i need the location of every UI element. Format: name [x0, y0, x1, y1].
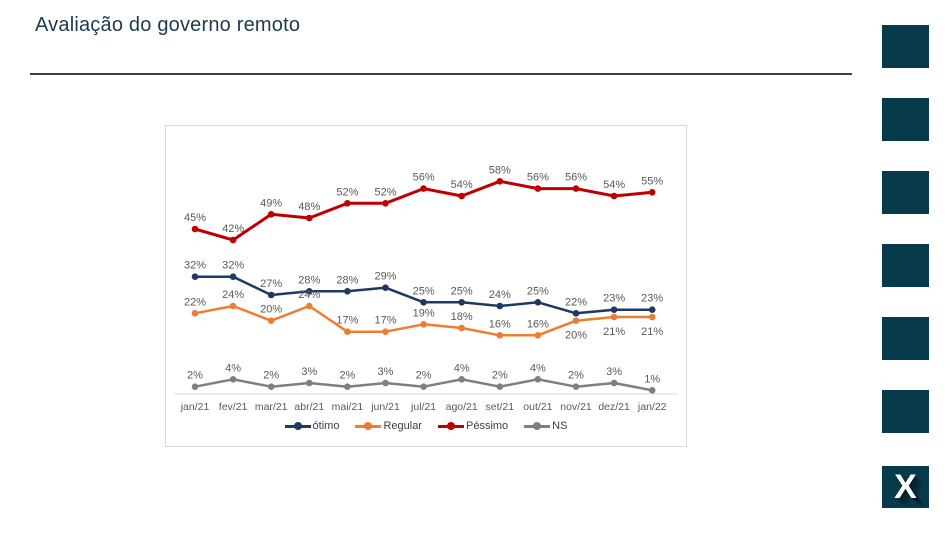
svg-text:25%: 25%	[451, 285, 473, 297]
svg-text:jul/21: jul/21	[410, 401, 436, 413]
line-chart: jan/21 fev/21 mar/21 abr/21 mai/21 jun/21 jul/…	[174, 164, 678, 413]
svg-text:56%: 56%	[527, 172, 549, 184]
decorative-square	[882, 171, 929, 214]
svg-text:25%: 25%	[413, 285, 435, 297]
svg-text:2%: 2%	[492, 370, 508, 382]
svg-text:54%: 54%	[451, 179, 473, 191]
legend-label: ótimo	[312, 420, 340, 432]
legend-item-ns: NS	[524, 420, 567, 432]
svg-text:jan/22: jan/22	[637, 401, 667, 413]
svg-text:4%: 4%	[530, 362, 546, 374]
svg-text:2%: 2%	[339, 370, 355, 382]
svg-text:ago/21: ago/21	[446, 401, 478, 413]
svg-text:18%: 18%	[451, 311, 473, 323]
legend-item-regular: Regular	[355, 420, 422, 432]
svg-text:jan/21: jan/21	[180, 401, 210, 413]
svg-text:21%: 21%	[641, 326, 663, 338]
svg-text:24%: 24%	[298, 289, 320, 301]
legend-label: Regular	[383, 420, 422, 432]
decorative-square	[882, 98, 929, 141]
legend-line-marker-icon	[355, 422, 382, 430]
svg-text:out/21: out/21	[523, 401, 552, 413]
svg-text:20%: 20%	[260, 304, 282, 316]
svg-text:25%: 25%	[527, 285, 549, 297]
svg-text:16%: 16%	[489, 318, 511, 330]
svg-text:24%: 24%	[489, 289, 511, 301]
legend-item-péssimo: Péssimo	[437, 420, 509, 432]
svg-text:2%: 2%	[416, 370, 432, 382]
svg-text:29%: 29%	[374, 271, 396, 283]
svg-text:23%: 23%	[603, 293, 625, 305]
svg-text:24%: 24%	[222, 289, 244, 301]
svg-text:42%: 42%	[222, 223, 244, 235]
svg-text:32%: 32%	[184, 260, 206, 272]
svg-text:22%: 22%	[565, 296, 587, 308]
svg-text:21%: 21%	[603, 326, 625, 338]
svg-text:32%: 32%	[222, 260, 244, 272]
legend-line-marker-icon	[524, 422, 551, 430]
chart-card: jan/21 fev/21 mar/21 abr/21 mai/21 jun/21 jul/…	[165, 125, 687, 447]
legend-label: Péssimo	[465, 420, 509, 432]
svg-text:dez/21: dez/21	[598, 401, 630, 413]
decorative-square	[882, 244, 929, 287]
svg-text:1%: 1%	[644, 373, 660, 385]
svg-text:2%: 2%	[187, 370, 203, 382]
svg-text:3%: 3%	[378, 366, 394, 378]
svg-text:16%: 16%	[527, 318, 549, 330]
decorative-square	[882, 317, 929, 360]
svg-text:abr/21: abr/21	[294, 401, 324, 413]
legend-label: NS	[552, 420, 568, 432]
svg-text:58%: 58%	[489, 164, 511, 176]
decorative-square	[882, 390, 929, 433]
svg-text:17%: 17%	[336, 315, 358, 327]
chart-legend: ótimo Regular Péssimo NS	[166, 420, 686, 432]
svg-text:56%: 56%	[565, 172, 587, 184]
svg-text:mai/21: mai/21	[332, 401, 364, 413]
title-divider	[30, 73, 852, 75]
svg-text:54%: 54%	[603, 179, 625, 191]
brand-logo: X	[882, 466, 929, 508]
legend-item-ótimo: ótimo	[284, 420, 340, 432]
svg-text:2%: 2%	[263, 370, 279, 382]
svg-text:mar/21: mar/21	[255, 401, 288, 413]
decorative-squares	[882, 25, 929, 463]
svg-text:3%: 3%	[606, 366, 622, 378]
svg-text:20%: 20%	[565, 330, 587, 342]
legend-line-marker-icon	[284, 422, 311, 430]
svg-text:28%: 28%	[298, 274, 320, 286]
svg-text:4%: 4%	[225, 362, 241, 374]
svg-text:4%: 4%	[454, 362, 470, 374]
svg-text:2%: 2%	[568, 370, 584, 382]
svg-text:52%: 52%	[374, 186, 396, 198]
svg-text:56%: 56%	[413, 172, 435, 184]
brand-logo-letter: X	[894, 468, 917, 506]
svg-text:17%: 17%	[374, 315, 396, 327]
svg-text:49%: 49%	[260, 197, 282, 209]
svg-text:52%: 52%	[336, 186, 358, 198]
svg-text:48%: 48%	[298, 201, 320, 213]
svg-text:set/21: set/21	[485, 401, 514, 413]
svg-text:23%: 23%	[641, 293, 663, 305]
svg-text:55%: 55%	[641, 175, 663, 187]
decorative-square	[882, 25, 929, 68]
page-title: Avaliação do governo remoto	[35, 14, 301, 36]
svg-text:nov/21: nov/21	[560, 401, 592, 413]
svg-text:fev/21: fev/21	[219, 401, 248, 413]
svg-text:jun/21: jun/21	[370, 401, 400, 413]
svg-text:27%: 27%	[260, 278, 282, 290]
svg-text:22%: 22%	[184, 296, 206, 308]
legend-line-marker-icon	[437, 422, 464, 430]
svg-text:28%: 28%	[336, 274, 358, 286]
svg-text:3%: 3%	[301, 366, 317, 378]
svg-text:19%: 19%	[413, 307, 435, 319]
svg-text:45%: 45%	[184, 212, 206, 224]
